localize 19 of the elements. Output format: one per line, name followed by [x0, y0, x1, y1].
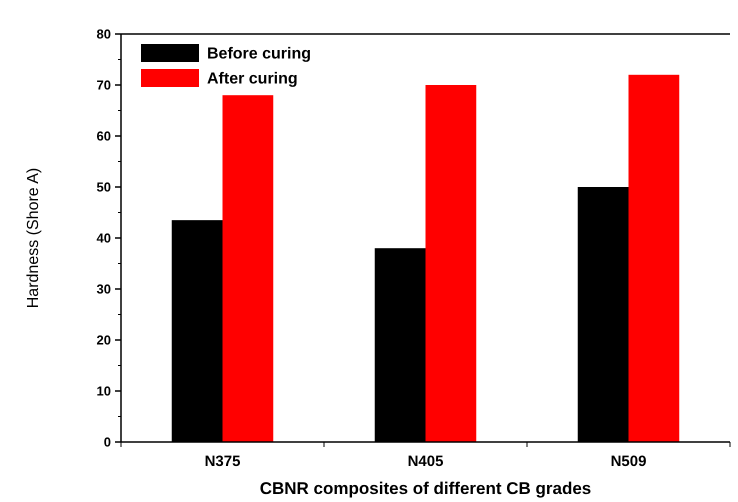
x-tick-label: N405: [408, 453, 444, 470]
legend-label: After curing: [207, 70, 298, 88]
x-tick-label: N375: [204, 453, 240, 470]
y-tick-label: 50: [96, 180, 111, 195]
y-tick-label: 70: [96, 78, 111, 93]
y-tick-label: 60: [96, 128, 111, 144]
y-tick-label: 10: [96, 384, 111, 399]
y-tick-label: 0: [104, 434, 111, 450]
bar: [628, 74, 680, 442]
x-axis-title: CBNR composites of different CB grades: [260, 479, 592, 498]
y-tick-label: 80: [96, 26, 111, 42]
bar: [222, 95, 274, 442]
y-tick-label: 20: [96, 332, 111, 348]
bar: [426, 85, 476, 442]
legend-label: Before curing: [207, 46, 312, 63]
y-tick-label: 30: [96, 282, 111, 297]
x-tick-label: N509: [610, 453, 646, 470]
y-tick-label: 40: [96, 230, 111, 246]
y-axis-title: Hardness (Shore A): [25, 168, 42, 308]
